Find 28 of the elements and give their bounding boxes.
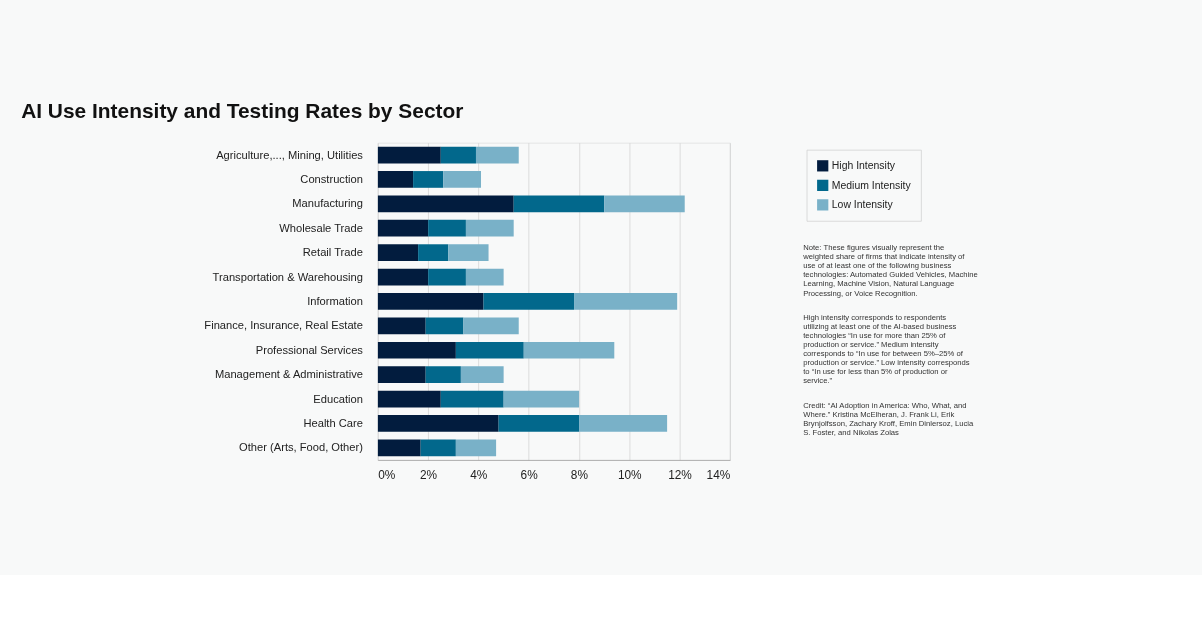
legend-label: Medium Intensity (831, 179, 912, 191)
x-tick-label: 8% (570, 468, 589, 483)
x-tick-label: 6% (520, 468, 539, 483)
y-tick-label: Wholesale Trade (279, 221, 363, 234)
y-tick-label: Professional Services (255, 343, 364, 356)
y-tick-label: Information (307, 294, 363, 307)
y-tick-label: Health Care (303, 416, 363, 429)
y-tick-label: Manufacturing (292, 197, 363, 210)
y-tick-label: Retail Trade (302, 246, 363, 259)
text: High intensity corresponds to respondents utilizing at least one of the AI-based business technologies “In use for more than 25% of production or service.” Medium intensity corresponds to “In use for between 5%–25% of production or service.” Low intensity corresponds to “In use for less than 5% of production or service.” (803, 312, 970, 386)
legend-label: Low Intensity (831, 199, 894, 211)
y-tick-label: Agriculture,..., Mining, Utilities (216, 148, 364, 161)
y-tick-label: Construction (300, 172, 363, 185)
y-tick-label: Transportation & Warehousing (212, 270, 363, 283)
text: Note: These figures visually represent the weighted share of firms that indicate intensity of use of at least one of the following business technologies: Automated Guided Vehicles, Machine Learning, Machine Vision, Natural Language Processing, or Voice Recognition. (802, 243, 978, 298)
y-tick-label: Other (Arts, Food, Other) (239, 441, 364, 454)
chart-title: AI Use Intensity and Testing Rates by Sector (21, 98, 464, 122)
legend-label: High Intensity (831, 160, 896, 172)
text: Credit: “AI Adoption in America: Who, What, and Where.” Kristina McElheran, J. Frank Li, Erik Brynjolfsson, Zachary Kroff, Emin Dinlersoz, Lucia S. Foster, and Nikolas Zolas (803, 400, 974, 437)
x-tick-label: 2% (419, 468, 438, 483)
x-tick-label: 14% (706, 468, 731, 483)
y-tick-label: Finance, Insurance, Real Estate (204, 319, 363, 332)
y-tick-label: Education (313, 392, 363, 405)
x-tick-label: 0% (378, 468, 396, 483)
y-tick-label: Management & Administrative (214, 368, 363, 381)
x-tick-label: 10% (617, 468, 643, 483)
x-tick-label: 12% (668, 468, 693, 483)
x-tick-label: 4% (470, 468, 488, 483)
